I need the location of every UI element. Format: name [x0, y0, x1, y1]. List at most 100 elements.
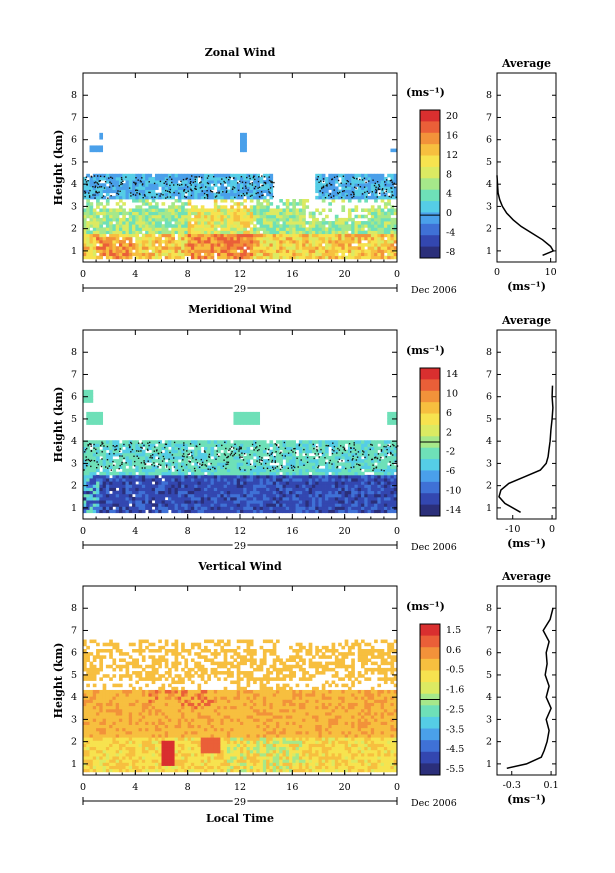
heatmap-cell — [354, 239, 359, 244]
heatmap-cell — [190, 509, 195, 514]
contour-speck — [245, 187, 247, 189]
contour-speck — [359, 464, 361, 466]
heatmap-cell — [308, 459, 313, 463]
heatmap-cell — [132, 462, 136, 466]
heatmap-cell — [213, 478, 218, 482]
month-label: Dec 2006 — [411, 285, 457, 296]
heatmap-cell — [141, 462, 146, 466]
heatmap-cell — [89, 192, 94, 197]
heatmap-cell — [393, 449, 398, 454]
heatmap-cell — [256, 208, 261, 212]
heatmap-cell — [275, 211, 280, 216]
heatmap-cell — [187, 496, 192, 501]
heatmap-cell — [357, 496, 362, 501]
heatmap-cell — [302, 459, 306, 463]
heatmap-cell — [292, 233, 296, 238]
heatmap-cell — [135, 465, 139, 469]
heatmap-cell — [338, 471, 342, 476]
heatmap-cell — [351, 474, 355, 479]
heatmap-cell — [141, 214, 146, 219]
heatmap-cell — [171, 490, 175, 495]
heatmap-cell — [230, 211, 234, 216]
heatmap-cell — [279, 490, 283, 495]
heatmap-cell — [331, 465, 336, 469]
heatmap-cell — [132, 468, 136, 473]
heatmap-cell — [200, 224, 205, 228]
contour-speck — [218, 192, 220, 194]
heatmap-cell — [262, 506, 267, 510]
heatmap-cell — [194, 465, 198, 469]
heatmap-cell — [161, 462, 166, 466]
heatmap-cell — [174, 205, 179, 209]
heatmap-cell — [210, 446, 215, 451]
heatmap-cell — [105, 452, 110, 457]
heatmap-cell — [145, 493, 149, 498]
heatmap-cell — [246, 176, 251, 181]
heatmap-cell — [190, 493, 195, 498]
heatmap-cell — [194, 192, 198, 197]
heatmap-cell — [367, 243, 372, 247]
heatmap-cell — [161, 214, 166, 219]
heatmap-cell — [262, 465, 267, 469]
contour-speck — [147, 442, 149, 444]
contour-speck — [375, 192, 377, 194]
heatmap-cell — [240, 255, 244, 260]
colorbar-swatch — [420, 201, 440, 213]
heatmap-cell — [86, 224, 90, 228]
heatmap-cell — [387, 496, 391, 501]
heatmap-cell — [164, 456, 169, 460]
heatmap-cell — [285, 500, 290, 504]
heatmap-cell — [151, 509, 156, 514]
heatmap-cell — [154, 180, 159, 184]
heatmap-cell — [383, 468, 388, 473]
heatmap-cell — [207, 208, 211, 212]
heatmap-cell — [305, 252, 310, 257]
heatmap-cell — [181, 173, 185, 178]
heatmap-cell — [132, 446, 136, 451]
heatmap-cell — [96, 183, 100, 187]
heatmap-cell — [92, 456, 97, 460]
heatmap-cell — [105, 176, 110, 181]
heatmap-cell — [344, 468, 349, 473]
heatmap-cell — [207, 443, 211, 447]
heatmap-cell — [171, 500, 175, 504]
heatmap-cell — [246, 462, 251, 466]
heatmap-cell — [200, 195, 205, 200]
heatmap-cell — [118, 205, 123, 209]
heatmap-cell — [132, 484, 136, 488]
heatmap-cell — [341, 195, 346, 200]
heatmap-cell — [181, 506, 185, 510]
contour-speck — [263, 176, 266, 178]
heatmap-cell — [285, 252, 290, 257]
heatmap-cell — [321, 481, 326, 485]
heatmap-cell — [210, 255, 215, 260]
heatmap-cell — [115, 474, 120, 479]
heatmap-cell — [220, 503, 225, 507]
heatmap-cell — [194, 446, 198, 451]
heatmap-cell — [390, 243, 395, 247]
heatmap-cell — [151, 189, 156, 194]
heatmap-cell — [236, 500, 241, 504]
heatmap-cell — [83, 186, 87, 190]
contour-speck — [355, 459, 358, 461]
heatmap-cell — [132, 208, 136, 212]
heatmap-cell — [262, 500, 267, 504]
heatmap-cell — [246, 484, 251, 488]
contour-speck — [274, 467, 277, 469]
heatmap-cell — [161, 183, 166, 187]
heatmap-cell — [92, 411, 97, 416]
heatmap-cell — [370, 452, 375, 457]
heatmap-cell — [184, 446, 189, 451]
contour-speck — [390, 179, 393, 181]
heatmap-cell — [269, 481, 274, 485]
contour-speck — [233, 453, 235, 456]
heatmap-cell — [253, 211, 257, 216]
heatmap-cell — [177, 471, 182, 476]
heatmap-cell — [282, 255, 287, 260]
heatmap-cell — [292, 456, 296, 460]
contour-speck — [377, 187, 380, 189]
heatmap-cell — [308, 484, 313, 488]
heatmap-cell — [305, 481, 310, 485]
heatmap-cell — [334, 233, 339, 238]
contour-speck — [139, 193, 141, 196]
